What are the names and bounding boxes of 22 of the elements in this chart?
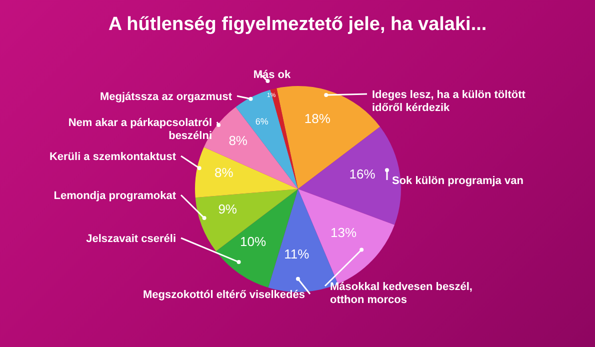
slice-label: Lemondja programokat: [54, 190, 176, 202]
slice-label: Más ok: [253, 69, 292, 81]
slice-label: Megjátssza az orgazmust: [100, 91, 232, 103]
data-label: 8%: [228, 132, 248, 148]
data-label: 11%: [284, 246, 310, 262]
data-label: 18%: [304, 110, 331, 126]
slice-label: Nem akar a párkapcsolatról beszélni: [68, 117, 212, 142]
chart-title: A hűtlenség figyelmeztető jele, ha valaki...: [107, 14, 488, 36]
slice-label: Másokkal kedvesen beszél, otthon morcos: [330, 281, 472, 306]
slice-label: Kerüli a szemkontaktust: [49, 151, 176, 163]
data-label: 16%: [349, 166, 376, 182]
slice-label: Jelszavait cseréli: [86, 233, 176, 245]
pie-slice: [195, 147, 298, 198]
data-label: 6%: [255, 116, 268, 126]
pie-slice: [195, 189, 298, 252]
data-label: 13%: [330, 224, 357, 240]
slice-label: Sok külön programja van: [392, 175, 524, 187]
data-label: 8%: [214, 164, 234, 180]
slice-label: Ideges lesz, ha a külön töltött időről kérdezik: [372, 89, 526, 114]
slice-label: Megszokottól eltérő viselkedés: [143, 289, 305, 301]
data-label: 10%: [240, 234, 266, 250]
data-label: 9%: [218, 202, 238, 217]
